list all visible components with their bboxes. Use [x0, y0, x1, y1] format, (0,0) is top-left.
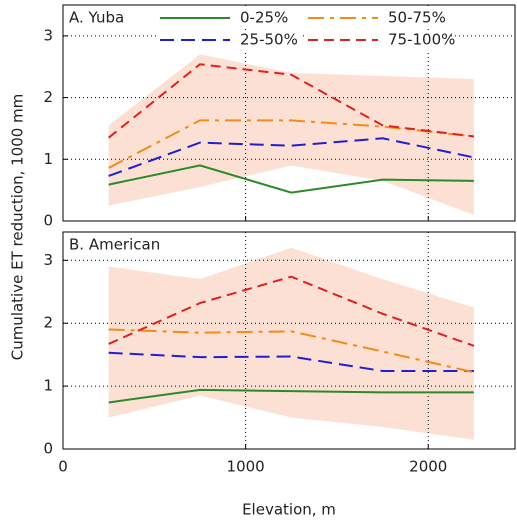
- title-bg: [66, 7, 128, 28]
- plot-frame: [62, 231, 516, 450]
- y-tick-label: 3: [43, 26, 53, 44]
- panel-title: A. Yuba: [69, 9, 124, 27]
- x-tick-label: 1000: [227, 458, 265, 476]
- title-bg: [66, 234, 164, 255]
- y-tick-label: 3: [43, 251, 53, 269]
- series-line: [108, 328, 475, 374]
- series-line: [108, 388, 474, 404]
- x-axis-label: Elevation, m: [242, 501, 336, 519]
- y-tick-label: 0: [43, 212, 53, 230]
- y-axis-label: Cumulative ET reduction, 1000 mm: [9, 94, 27, 361]
- legend-label: 25-50%: [240, 31, 298, 49]
- series-line: [108, 119, 475, 169]
- series-line: [108, 63, 475, 139]
- y-tick-label: 2: [43, 314, 53, 332]
- range-band: [108, 54, 474, 215]
- x-tick-label: 0: [58, 458, 68, 476]
- series-line: [108, 164, 474, 194]
- plot-frame: [62, 4, 516, 222]
- y-tick-label: 1: [43, 150, 53, 168]
- y-tick-label: 0: [43, 440, 53, 458]
- legend-label: 50-75%: [388, 9, 446, 27]
- series-line: [108, 351, 474, 373]
- series-line: [108, 275, 475, 347]
- x-tick-label: 2000: [409, 458, 447, 476]
- panel-title: B. American: [69, 236, 160, 254]
- y-tick-label: 2: [43, 88, 53, 106]
- legend-label: 75-100%: [388, 31, 455, 49]
- y-tick-label: 1: [43, 377, 53, 395]
- series-line: [108, 137, 475, 177]
- legend-label: 0-25%: [240, 9, 288, 27]
